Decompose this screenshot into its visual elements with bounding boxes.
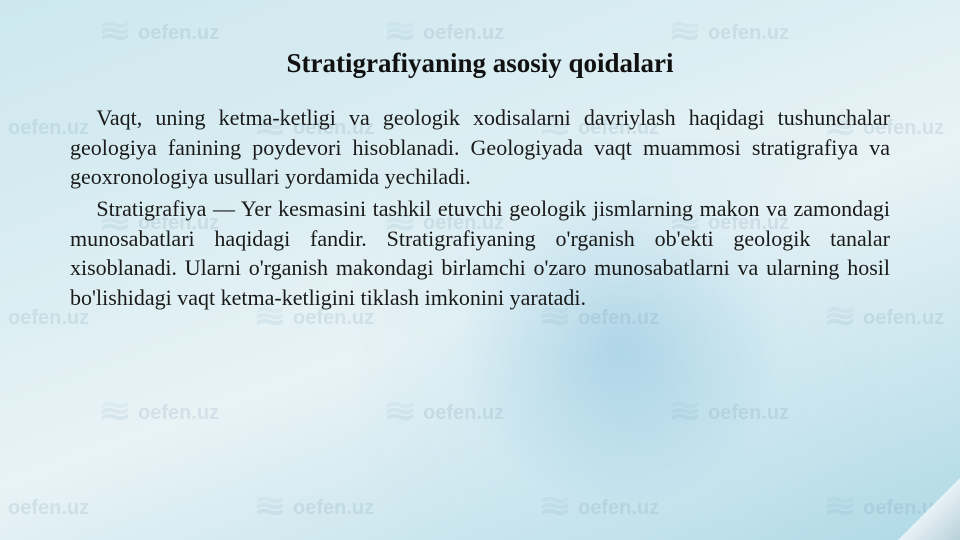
- slide-content: Stratigrafiyaning asosiy qoidalari Vaqt,…: [0, 0, 960, 540]
- paragraph-2: Stratigrafiya — Yer kesmasini tashkil et…: [70, 194, 890, 313]
- paragraph-1: Vaqt, uning ketma-ketligi va geologik xo…: [70, 103, 890, 192]
- slide-title: Stratigrafiyaning asosiy qoidalari: [70, 48, 890, 79]
